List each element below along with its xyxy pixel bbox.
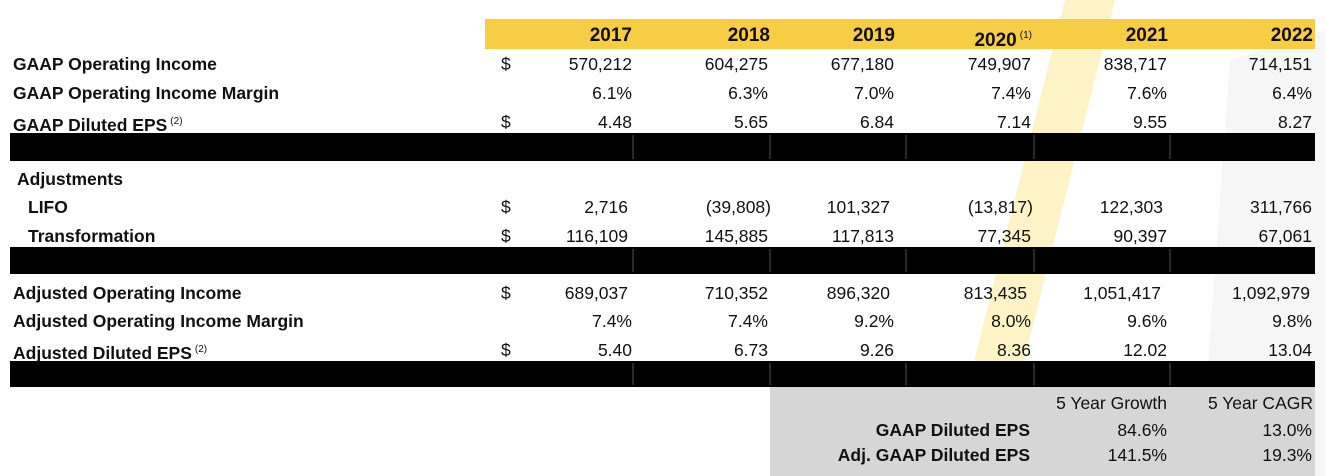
row-label: LIFO bbox=[28, 197, 68, 217]
summary-cagr-value: 19.3% bbox=[1262, 445, 1312, 465]
value-cell: 7.4% bbox=[991, 83, 1031, 103]
row-label: Transformation bbox=[28, 226, 156, 246]
year-header: 2019 bbox=[852, 25, 895, 46]
footnote-marker: (2) bbox=[194, 344, 208, 355]
value-cell: 6.1% bbox=[592, 83, 632, 103]
value-cell: 122,303 bbox=[1099, 197, 1163, 217]
value-cell: 77,345 bbox=[977, 226, 1031, 246]
value-cell: 8.27 bbox=[1277, 112, 1312, 132]
value-cell: 67,061 bbox=[1258, 226, 1312, 246]
value-cell: 116,109 bbox=[566, 226, 628, 246]
value-cell: 604,275 bbox=[704, 54, 768, 74]
currency-symbol: $ bbox=[501, 226, 511, 246]
value-cell: 8.0% bbox=[991, 311, 1031, 331]
divider-band-1 bbox=[10, 133, 1315, 161]
summary-row-label: Adj. GAAP Diluted EPS bbox=[837, 445, 1030, 465]
year-header: 2018 bbox=[727, 25, 770, 46]
value-cell: 6.73 bbox=[733, 340, 768, 360]
value-cell: 7.6% bbox=[1127, 83, 1167, 103]
value-cell: 6.4% bbox=[1272, 83, 1312, 103]
row-label: GAAP Operating Income bbox=[13, 54, 217, 74]
row-label: Adjusted Operating Income Margin bbox=[13, 311, 304, 331]
year-header-band bbox=[485, 19, 1315, 49]
year-header: 2020 (1) bbox=[974, 30, 1032, 51]
value-cell: 570,212 bbox=[568, 54, 632, 74]
footnote-marker: (1) bbox=[1019, 30, 1032, 41]
summary-header-growth: 5 Year Growth bbox=[1056, 393, 1167, 413]
summary-row-label: GAAP Diluted EPS bbox=[875, 420, 1030, 440]
value-cell: 813,435 bbox=[963, 283, 1027, 303]
summary-growth-value: 84.6% bbox=[1117, 420, 1167, 440]
value-cell: 6.3% bbox=[728, 83, 768, 103]
currency-symbol: $ bbox=[501, 197, 511, 217]
summary-cagr-value: 13.0% bbox=[1262, 420, 1312, 440]
row-label: GAAP Diluted EPS (2) bbox=[13, 115, 183, 135]
value-cell: 1,051,417 bbox=[1083, 283, 1161, 303]
currency-symbol: $ bbox=[501, 340, 511, 360]
value-cell: 145,885 bbox=[704, 226, 768, 246]
value-cell: 101,327 bbox=[826, 197, 890, 217]
value-cell: 838,717 bbox=[1103, 54, 1167, 74]
value-cell: 749,907 bbox=[967, 54, 1031, 74]
value-cell: 7.4% bbox=[728, 311, 768, 331]
value-cell: 6.84 bbox=[859, 112, 894, 132]
row-label: GAAP Operating Income Margin bbox=[13, 83, 280, 103]
value-cell: 9.8% bbox=[1272, 311, 1312, 331]
value-cell: 9.6% bbox=[1127, 311, 1167, 331]
footnote-marker: (2) bbox=[170, 116, 183, 127]
currency-symbol: $ bbox=[501, 283, 511, 303]
value-cell: 117,813 bbox=[832, 226, 894, 246]
value-cell: (13,817) bbox=[967, 197, 1033, 217]
value-cell: 90,397 bbox=[1113, 226, 1167, 246]
value-cell: 677,180 bbox=[830, 54, 894, 74]
adjustments-heading: Adjustments bbox=[17, 169, 123, 189]
divider-band-3 bbox=[10, 361, 1315, 387]
currency-symbol: $ bbox=[501, 112, 511, 132]
year-header: 2017 bbox=[589, 25, 632, 46]
value-cell: 5.40 bbox=[597, 340, 632, 360]
value-cell: 7.0% bbox=[854, 83, 894, 103]
divider-band-2 bbox=[10, 247, 1315, 274]
value-cell: 9.55 bbox=[1132, 112, 1167, 132]
value-cell: 9.26 bbox=[859, 340, 894, 360]
year-header: 2022 bbox=[1270, 25, 1313, 46]
year-header: 2021 bbox=[1125, 25, 1168, 46]
value-cell: 714,151 bbox=[1248, 54, 1312, 74]
value-cell: 4.48 bbox=[597, 112, 632, 132]
value-cell: 7.14 bbox=[996, 112, 1031, 132]
value-cell: (39,808) bbox=[705, 197, 771, 217]
value-cell: 7.4% bbox=[592, 311, 632, 331]
value-cell: 9.2% bbox=[854, 311, 894, 331]
value-cell: 1,092,979 bbox=[1232, 283, 1310, 303]
value-cell: 5.65 bbox=[733, 112, 768, 132]
value-cell: 13.04 bbox=[1268, 340, 1312, 360]
value-cell: 2,716 bbox=[584, 197, 628, 217]
row-label: Adjusted Diluted EPS (2) bbox=[13, 343, 208, 363]
row-label: Adjusted Operating Income bbox=[13, 283, 242, 303]
summary-header-cagr: 5 Year CAGR bbox=[1207, 393, 1313, 413]
value-cell: 710,352 bbox=[704, 283, 768, 303]
value-cell: 896,320 bbox=[826, 283, 890, 303]
value-cell: 311,766 bbox=[1250, 197, 1312, 217]
value-cell: 8.36 bbox=[996, 340, 1031, 360]
value-cell: 12.02 bbox=[1123, 340, 1167, 360]
value-cell: 689,037 bbox=[564, 283, 628, 303]
summary-growth-value: 141.5% bbox=[1107, 445, 1167, 465]
currency-symbol: $ bbox=[501, 54, 511, 74]
